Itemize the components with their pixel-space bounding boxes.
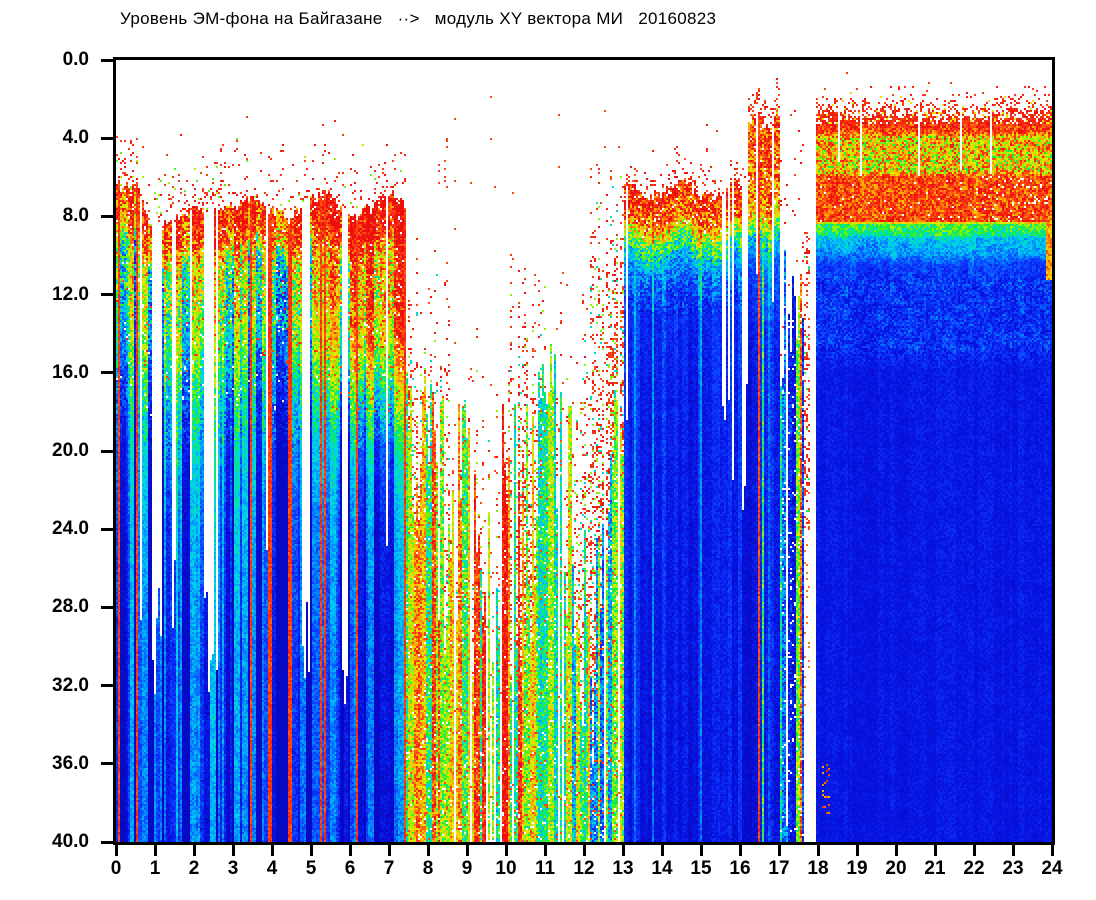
x-tick bbox=[465, 845, 469, 856]
y-tick-label: 36.0 bbox=[52, 752, 89, 774]
plot-frame bbox=[113, 57, 1055, 845]
x-tick-label: 24 bbox=[1041, 858, 1063, 879]
x-tick bbox=[699, 845, 703, 856]
y-tick bbox=[101, 293, 113, 297]
x-tick-label: 2 bbox=[188, 858, 200, 879]
x-tick-label: 1 bbox=[149, 858, 161, 879]
x-tick bbox=[660, 845, 664, 856]
y-tick-label: 8.0 bbox=[62, 205, 89, 227]
x-tick-label: 13 bbox=[612, 858, 634, 879]
x-tick-label: 21 bbox=[924, 858, 946, 879]
x-tick bbox=[738, 845, 742, 856]
x-tick bbox=[153, 845, 157, 856]
x-tick-label: 20 bbox=[885, 858, 907, 879]
x-tick-label: 12 bbox=[573, 858, 595, 879]
y-tick-label: 12.0 bbox=[52, 283, 89, 305]
chart-title: Уровень ЭМ-фона на Байгазане ··> модуль … bbox=[120, 9, 717, 28]
x-tick-label: 19 bbox=[846, 858, 868, 879]
y-tick bbox=[101, 371, 113, 375]
x-tick-label: 6 bbox=[344, 858, 356, 879]
x-tick-label: 8 bbox=[422, 858, 434, 879]
y-tick-label: 20.0 bbox=[52, 440, 89, 461]
x-tick bbox=[972, 845, 976, 856]
x-tick bbox=[309, 845, 313, 856]
x-tick-label: 10 bbox=[495, 858, 517, 879]
x-tick bbox=[933, 845, 937, 856]
y-tick-label: 0.0 bbox=[62, 49, 89, 70]
y-tick bbox=[101, 605, 113, 609]
x-tick bbox=[621, 845, 625, 856]
y-tick bbox=[101, 684, 113, 688]
x-tick-label: 5 bbox=[305, 858, 317, 879]
x-tick bbox=[1050, 845, 1054, 856]
y-tick bbox=[101, 449, 113, 453]
x-tick-label: 18 bbox=[807, 858, 829, 879]
y-tick-label: 40.0 bbox=[52, 831, 89, 852]
x-tick bbox=[543, 845, 547, 856]
y-tick bbox=[101, 527, 113, 531]
x-tick bbox=[894, 845, 898, 856]
y-tick bbox=[101, 840, 113, 844]
x-tick-label: 7 bbox=[383, 858, 395, 879]
y-tick-label: 32.0 bbox=[52, 674, 89, 696]
x-tick-label: 11 bbox=[534, 858, 556, 879]
y-tick-label: 28.0 bbox=[52, 596, 89, 618]
x-tick bbox=[426, 845, 430, 856]
y-tick bbox=[101, 214, 113, 218]
x-tick-label: 16 bbox=[729, 858, 751, 879]
x-tick bbox=[348, 845, 352, 856]
spectrogram-canvas bbox=[116, 60, 1052, 842]
x-tick bbox=[504, 845, 508, 856]
x-tick bbox=[855, 845, 859, 856]
x-tick-label: 4 bbox=[266, 858, 278, 879]
y-tick bbox=[101, 762, 113, 766]
x-tick bbox=[777, 845, 781, 856]
x-tick-label: 15 bbox=[690, 858, 712, 879]
y-tick-label: 4.0 bbox=[62, 127, 89, 149]
x-tick-label: 22 bbox=[963, 858, 985, 879]
x-tick bbox=[231, 845, 235, 856]
y-tick-label: 24.0 bbox=[52, 518, 89, 540]
x-tick-label: 14 bbox=[651, 858, 673, 879]
x-tick-label: 23 bbox=[1002, 858, 1024, 879]
x-tick-label: 9 bbox=[461, 858, 473, 879]
y-tick-label: 16.0 bbox=[52, 361, 89, 383]
x-tick-label: 3 bbox=[227, 858, 239, 879]
y-tick bbox=[101, 58, 113, 62]
x-tick bbox=[270, 845, 274, 856]
x-tick bbox=[114, 845, 118, 856]
y-tick bbox=[101, 136, 113, 140]
x-tick bbox=[582, 845, 586, 856]
x-tick bbox=[1011, 845, 1015, 856]
x-tick bbox=[387, 845, 391, 856]
x-tick bbox=[192, 845, 196, 856]
x-tick bbox=[816, 845, 820, 856]
x-tick-label: 17 bbox=[768, 858, 790, 879]
x-tick-label: 0 bbox=[110, 858, 122, 879]
